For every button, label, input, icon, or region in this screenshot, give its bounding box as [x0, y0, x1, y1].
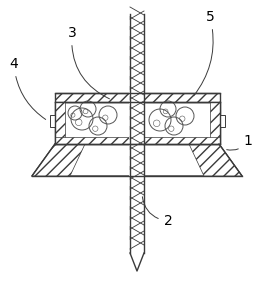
Text: 5: 5 [194, 10, 214, 96]
Polygon shape [32, 144, 242, 176]
Text: 1: 1 [227, 134, 252, 150]
Text: 3: 3 [68, 26, 109, 99]
Text: 2: 2 [142, 197, 172, 228]
Polygon shape [55, 93, 220, 102]
Polygon shape [55, 102, 65, 144]
Polygon shape [189, 144, 242, 176]
Polygon shape [55, 137, 220, 144]
Polygon shape [55, 102, 220, 144]
Polygon shape [210, 102, 220, 144]
Polygon shape [50, 115, 55, 127]
Polygon shape [129, 14, 145, 271]
Polygon shape [220, 115, 225, 127]
Polygon shape [32, 144, 85, 176]
Text: 4: 4 [10, 57, 46, 119]
